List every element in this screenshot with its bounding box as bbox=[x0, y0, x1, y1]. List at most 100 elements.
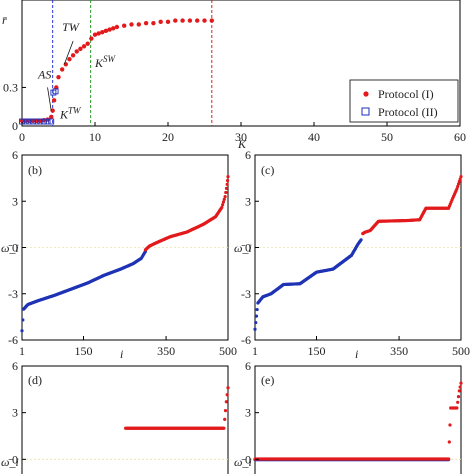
panel-a-series-1-point-7 bbox=[44, 118, 51, 125]
panel-a-arrow-tw bbox=[63, 41, 74, 65]
panel-c-label: (c) bbox=[261, 163, 274, 177]
panel-d-ytick-label-2: 6 bbox=[12, 359, 18, 373]
legend-label-protocol-2: Protocol (II) bbox=[378, 105, 438, 119]
panel-a-series-0-point-40 bbox=[202, 18, 207, 23]
panel-a-ylabel: r̄ bbox=[2, 13, 7, 27]
panel-b-series-1-point-94 bbox=[221, 203, 225, 207]
panel-e-series-1-point-246 bbox=[455, 406, 459, 410]
panel-b-frame bbox=[21, 154, 229, 341]
panel-b-series-1-point-99 bbox=[224, 186, 229, 191]
legend-marker-protocol-1 bbox=[363, 91, 369, 97]
legend-label-protocol-1: Protocol (I) bbox=[378, 87, 434, 101]
panel-b-series-1-point-101 bbox=[225, 178, 230, 183]
panel-a-series-0-point-23 bbox=[96, 31, 101, 36]
panel-c-series-0-point-2 bbox=[254, 314, 259, 318]
panel-a-series-0-point-24 bbox=[100, 29, 105, 35]
panel-b-ytick-label-3: 3 bbox=[12, 194, 18, 208]
panel-b-xtick-label-2: 350 bbox=[157, 344, 175, 358]
panel-c-series-0-point-3 bbox=[255, 307, 259, 312]
panel-c-series-1-point-119 bbox=[458, 177, 462, 181]
panel-c-ytick-label-2: 0 bbox=[245, 241, 251, 255]
panel-b-series-1-point-93 bbox=[220, 205, 224, 210]
panel-d-frame bbox=[21, 365, 229, 474]
legend: Protocol (I) Protocol (II) bbox=[349, 79, 459, 123]
panel-c-series-0-point-1 bbox=[254, 321, 258, 325]
panel-b-xtick-label-3: 500 bbox=[219, 344, 237, 358]
panel-d-series-1-point-124 bbox=[226, 386, 230, 390]
panel-a-series-0-point-37 bbox=[180, 18, 185, 23]
panel-c-ytick-label-1: -3 bbox=[241, 287, 251, 301]
panel-d-ytick-label-0: 0 bbox=[12, 452, 18, 466]
panel-c-ytick-label-3: 3 bbox=[245, 194, 251, 208]
panel-b-series-1-point-102 bbox=[226, 174, 230, 179]
panel-b-xlabel: i bbox=[120, 347, 123, 361]
panel-a-series-0-point-8 bbox=[49, 114, 54, 120]
panel-a-series-0-point-25 bbox=[103, 28, 109, 34]
panel-c-xtick-label-1: 150 bbox=[308, 344, 326, 358]
panel-b-ylabel: ω̄_i bbox=[1, 241, 19, 255]
panel-a-series-0-point-38 bbox=[187, 18, 193, 23]
panel-a-xtick-label-4: 40 bbox=[308, 130, 320, 144]
panel-a-series-0-point-19 bbox=[81, 44, 87, 49]
panel-a-series-0-point-41 bbox=[209, 18, 214, 23]
panel-b-series-0-point-0 bbox=[20, 329, 24, 333]
panel-a-series-0-point-21 bbox=[89, 36, 94, 41]
panel-a-xlabel: K bbox=[237, 137, 247, 151]
panel-b-ytick-label-4: 6 bbox=[12, 148, 18, 162]
panel-d-ylabel: ω̄_i bbox=[1, 455, 19, 469]
panel-b-series-0-point-1 bbox=[21, 318, 25, 322]
panel-a-xtick-label-3: 30 bbox=[235, 130, 247, 144]
panel-e-series-1-point-236 bbox=[447, 440, 451, 444]
panel-b-ytick-label-2: 0 bbox=[12, 241, 18, 255]
panel-a-series-0-point-29 bbox=[122, 23, 127, 28]
panel-b-xtick-label-0: 1 bbox=[19, 344, 25, 358]
panel-a-xtick-label-2: 20 bbox=[162, 130, 174, 144]
panel-c-xtick-label-2: 350 bbox=[390, 344, 408, 358]
panel-a-series-0-point-32 bbox=[143, 20, 149, 26]
panel-a-series-0-point-9 bbox=[50, 108, 55, 113]
panel-c-series-1-point-117 bbox=[456, 182, 461, 186]
panel-e-series-1-point-248 bbox=[456, 394, 461, 399]
panel-a-series-0-point-22 bbox=[92, 32, 98, 37]
panel-e-ytick-label-1: 3 bbox=[245, 406, 251, 420]
panel-a-series-1-point-4 bbox=[33, 118, 40, 125]
panel-e-series-1-point-249 bbox=[457, 389, 461, 393]
panel-e-series-1-point-250 bbox=[458, 385, 462, 389]
panel-a-annotation-2: KTW bbox=[59, 105, 82, 121]
panel-c-series-0-point-0 bbox=[253, 327, 257, 331]
panel-a-series-1-point-10 bbox=[52, 88, 59, 95]
panel-c-series-0-point-130 bbox=[359, 238, 363, 242]
panel-a-series-1-point-6 bbox=[40, 118, 47, 125]
panel-a-series-0-point-36 bbox=[173, 18, 178, 23]
panel-a-series-1-point-3 bbox=[30, 118, 36, 125]
panel-e-series-1-point-251 bbox=[459, 381, 463, 385]
panel-a-xtick-label-5: 50 bbox=[381, 130, 393, 144]
panel-a-annotation-0: AS bbox=[37, 67, 51, 81]
panel-e-series-1-point-235 bbox=[447, 457, 451, 461]
panel-a-ytick-label-1: 0.3 bbox=[3, 80, 18, 94]
panel-a-series-0-point-15 bbox=[67, 56, 72, 62]
panel-a-xtick-label-1: 10 bbox=[89, 130, 101, 144]
panel-d-series-1-point-119 bbox=[222, 426, 226, 430]
panel-c-xtick-label-0: 1 bbox=[252, 344, 258, 358]
panel-a-series-1-point-5 bbox=[37, 118, 44, 125]
panel-b-series-1-point-97 bbox=[223, 195, 227, 199]
panel-a: r̄ K Protocol (I) Protocol (II) bbox=[2, 0, 461, 151]
panel-a-xtick-label-0: 0 bbox=[19, 130, 25, 144]
panel-a-series-0-point-20 bbox=[85, 41, 90, 46]
panel-b-series-1-point-95 bbox=[221, 200, 226, 204]
panel-a-series-0-point-39 bbox=[195, 18, 200, 23]
panel-c-series-1-point-120 bbox=[459, 174, 463, 179]
panel-a-xtick-label-6: 60 bbox=[454, 130, 466, 144]
panel-a-series-0-point-28 bbox=[114, 24, 120, 30]
panel-c-ytick-label-4: 6 bbox=[245, 148, 251, 162]
panel-a-series-0-point-27 bbox=[111, 26, 116, 31]
panel-c-xtick-label-3: 500 bbox=[452, 344, 470, 358]
panel-e-frame bbox=[254, 365, 462, 474]
panel-c-frame bbox=[254, 154, 462, 341]
panel-a-series-0-point-35 bbox=[165, 19, 171, 25]
panel-c-series-1-point-118 bbox=[457, 179, 461, 184]
panel-c-series-1-point-116 bbox=[456, 184, 460, 189]
panel-b-xtick-label-1: 150 bbox=[75, 344, 93, 358]
